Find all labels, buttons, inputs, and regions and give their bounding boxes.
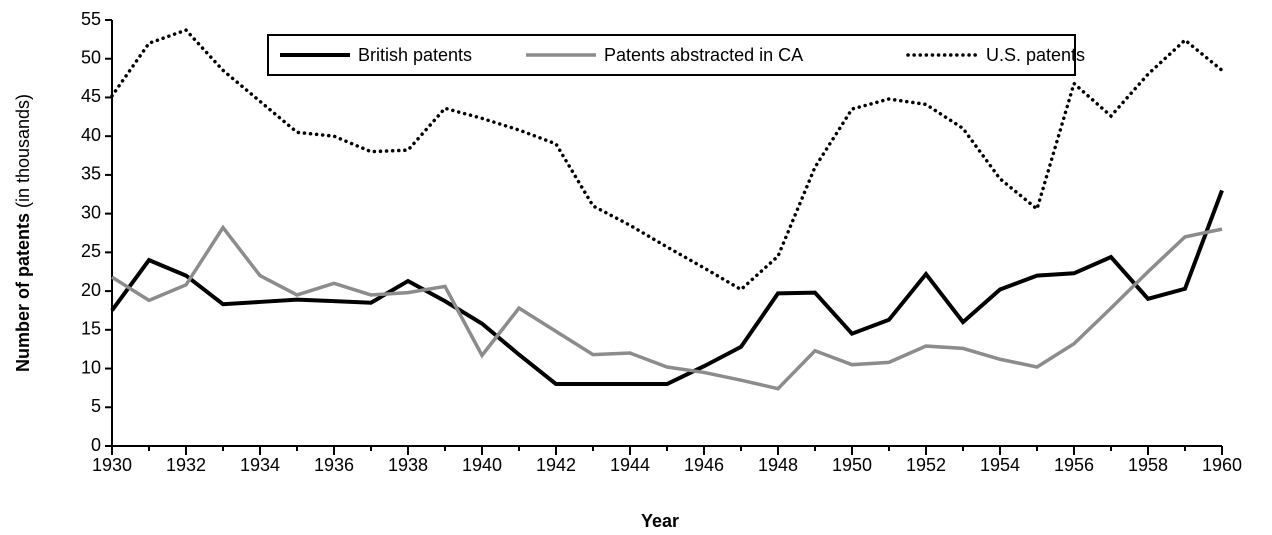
y-tick-label: 20 xyxy=(81,280,101,300)
legend-label: British patents xyxy=(358,45,472,65)
x-tick-label: 1938 xyxy=(388,455,428,475)
x-tick-label: 1954 xyxy=(980,455,1020,475)
x-tick-label: 1946 xyxy=(684,455,724,475)
y-tick-label: 30 xyxy=(81,202,101,222)
x-axis-label: Year xyxy=(641,511,679,531)
y-tick-label: 40 xyxy=(81,125,101,145)
x-tick-label: 1960 xyxy=(1202,455,1242,475)
x-tick-label: 1950 xyxy=(832,455,872,475)
y-axis-label-main: Number of patents xyxy=(13,213,33,372)
y-tick-label: 50 xyxy=(81,47,101,67)
x-tick-label: 1944 xyxy=(610,455,650,475)
x-tick-label: 1936 xyxy=(314,455,354,475)
series-line xyxy=(110,28,1224,292)
series-line xyxy=(110,189,1224,387)
y-axis-label-unit: (in thousands) xyxy=(13,94,33,208)
x-tick-label: 1942 xyxy=(536,455,576,475)
legend-box xyxy=(267,34,1076,76)
y-tick-label: 0 xyxy=(91,435,101,455)
x-tick-label: 1948 xyxy=(758,455,798,475)
x-tick-label: 1940 xyxy=(462,455,502,475)
x-tick-label: 1956 xyxy=(1054,455,1094,475)
x-tick-label: 1952 xyxy=(906,455,946,475)
y-tick-label: 10 xyxy=(81,357,101,377)
x-tick-label: 1930 xyxy=(92,455,132,475)
y-tick-label: 15 xyxy=(81,319,101,339)
y-tick-label: 55 xyxy=(81,9,101,29)
x-tick-label: 1932 xyxy=(166,455,206,475)
y-tick-label: 25 xyxy=(81,241,101,261)
series-line xyxy=(111,224,1223,391)
legend-label: Patents abstracted in CA xyxy=(604,45,803,65)
x-tick-label: 1958 xyxy=(1128,455,1168,475)
y-tick-label: 45 xyxy=(81,86,101,106)
y-tick-label: 35 xyxy=(81,164,101,184)
y-tick-label: 5 xyxy=(91,396,101,416)
legend-label: U.S. patents xyxy=(986,45,1085,65)
y-axis-label: Number of patents (in thousands) xyxy=(13,94,33,372)
x-tick-label: 1934 xyxy=(240,455,280,475)
